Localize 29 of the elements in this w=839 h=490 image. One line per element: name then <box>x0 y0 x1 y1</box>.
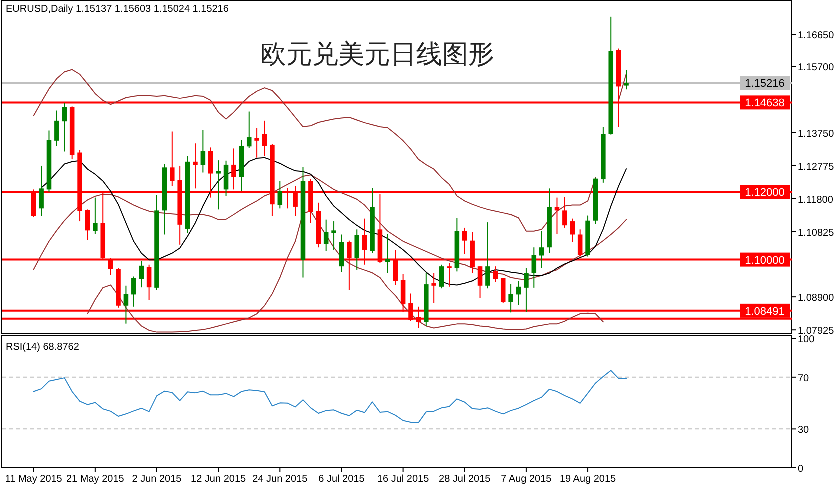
y-tick-label: 1.11800 <box>798 194 834 206</box>
y-tick-label: 30 <box>798 425 810 436</box>
ref-line-label: 1.12000 <box>745 187 785 200</box>
x-tick-label: 28 Jul 2015 <box>439 474 492 485</box>
y-tick-label: 0 <box>798 464 804 475</box>
y-tick-label: 1.13750 <box>798 128 835 140</box>
x-tick-label: 21 May 2015 <box>66 474 125 485</box>
x-tick-label: 11 May 2015 <box>5 474 63 485</box>
chart-subtitle: EURUSD,Daily 1.15137 1.15603 1.15024 1.15216 <box>6 4 230 15</box>
y-tick-label: 1.10825 <box>798 228 835 239</box>
ref-line-label: 1.14638 <box>745 98 785 110</box>
y-tick-label: 1.15700 <box>798 62 835 74</box>
x-tick-label: 7 Aug 2015 <box>501 474 552 485</box>
y-tick-label: 1.12775 <box>798 162 835 173</box>
x-tick-label: 19 Aug 2015 <box>560 474 617 485</box>
text: RSI(14) 68.8762 <box>6 342 80 353</box>
ref-line-label: 1.10000 <box>745 254 785 267</box>
y-tick-label: 100 <box>798 334 816 346</box>
text: 欧元兑美元日线图形 <box>260 39 494 69</box>
x-tick-label: 2 Jun 2015 <box>132 474 182 485</box>
y-tick-label: 1.08900 <box>798 293 835 304</box>
x-tick-label: 12 Jun 2015 <box>191 474 247 485</box>
y-tick-label: 1.16650 <box>798 30 835 42</box>
ref-line-label: 1.08491 <box>745 306 785 318</box>
x-tick-label: 16 Jul 2015 <box>377 474 430 485</box>
ref-line-label: 1.15216 <box>745 78 785 90</box>
x-tick-label: 24 Jun 2015 <box>252 474 308 485</box>
y-tick-label: 70 <box>798 373 810 384</box>
x-tick-label: 6 Jul 2015 <box>318 474 366 485</box>
